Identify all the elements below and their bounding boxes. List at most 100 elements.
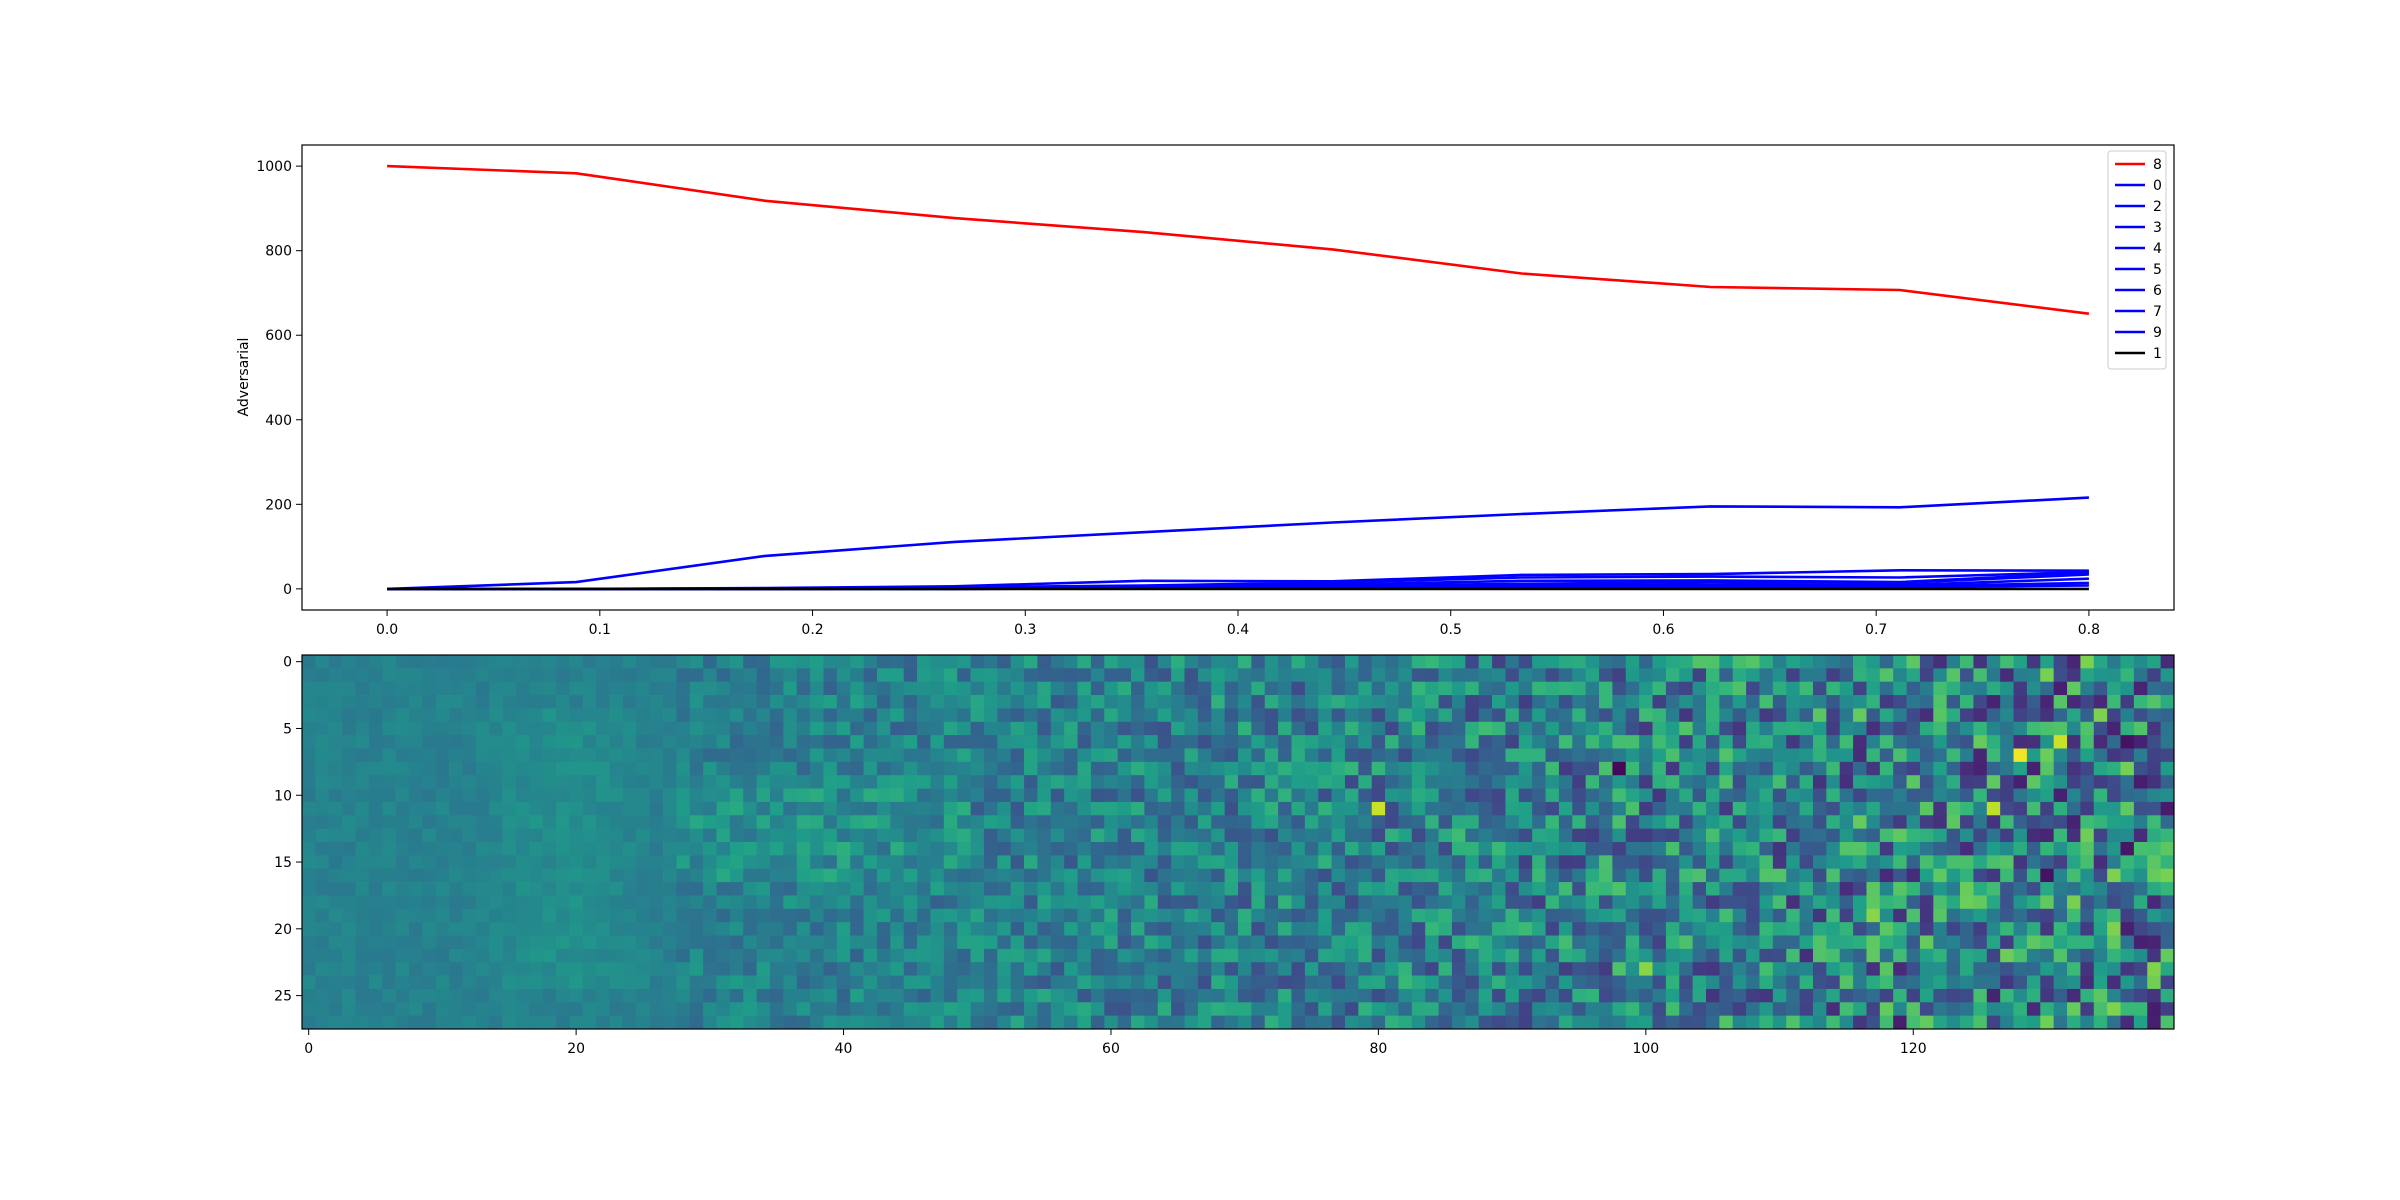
heatmap-cell <box>529 842 543 856</box>
heatmap-cell <box>1452 722 1466 736</box>
heatmap-cell <box>810 802 824 816</box>
heatmap-cell <box>1639 1016 1653 1030</box>
heatmap-cell <box>997 909 1011 923</box>
heatmap-cell <box>315 855 329 869</box>
heatmap-cell <box>329 789 343 803</box>
heatmap-cell <box>610 749 624 763</box>
heatmap-cell <box>1238 802 1252 816</box>
heatmap-cell <box>409 962 423 976</box>
heatmap-cell <box>1225 829 1239 843</box>
heatmap-cell <box>422 989 436 1003</box>
heatmap-cell <box>1719 789 1733 803</box>
heatmap-cell <box>1987 655 2001 669</box>
heatmap-cell <box>1559 815 1573 829</box>
heatmap-cell <box>1479 789 1493 803</box>
heatmap-cell <box>650 762 664 776</box>
heatmap-cell <box>1104 962 1118 976</box>
heatmap-cell <box>610 735 624 749</box>
heatmap-cell <box>1840 962 1854 976</box>
heatmap-cell <box>1519 895 1533 909</box>
heatmap-cell <box>1746 668 1760 682</box>
heatmap-cell <box>1759 829 1773 843</box>
heatmap-cell <box>1492 708 1506 722</box>
heatmap-cell <box>797 735 811 749</box>
heatmap-cell <box>1920 655 1934 669</box>
heatmap-cell <box>1091 802 1105 816</box>
heatmap-cell <box>2040 749 2054 763</box>
heatmap-cell <box>1024 936 1038 950</box>
heatmap-cell <box>1185 829 1199 843</box>
heatmap-cell <box>1920 775 1934 789</box>
heatmap-cell <box>2000 1016 2014 1030</box>
heatmap-cell <box>1639 735 1653 749</box>
heatmap-cell <box>623 936 637 950</box>
heatmap-cell <box>2094 1002 2108 1016</box>
heatmap-cell <box>1225 1016 1239 1030</box>
heatmap-cell <box>1278 1016 1292 1030</box>
heatmap-cell <box>864 655 878 669</box>
heatmap-cell <box>369 936 383 950</box>
heatmap-cell <box>1866 762 1880 776</box>
heatmap-cell <box>596 722 610 736</box>
heatmap-cell <box>1291 842 1305 856</box>
heatmap-cell <box>1104 789 1118 803</box>
heatmap-cell <box>1024 976 1038 990</box>
heatmap-cell <box>1372 655 1386 669</box>
heatmap-cell <box>650 976 664 990</box>
heatmap-cell <box>1372 802 1386 816</box>
heatmap-cell <box>904 962 918 976</box>
heatmap-cell <box>2067 829 2081 843</box>
heatmap-cell <box>1786 775 1800 789</box>
heatmap-cell <box>1679 815 1693 829</box>
heatmap-cell <box>636 708 650 722</box>
legend-label-4: 4 <box>2153 241 2162 257</box>
heatmap-cell <box>1158 989 1172 1003</box>
heatmap-cell <box>1706 682 1720 696</box>
heatmap-cell <box>1679 1016 1693 1030</box>
heatmap-cell <box>2147 682 2161 696</box>
heatmap-cell <box>1238 762 1252 776</box>
heatmap-cell <box>382 708 396 722</box>
heatmap-cell <box>2107 668 2121 682</box>
heatmap-cell <box>2014 1016 2028 1030</box>
heatmap-cell <box>810 762 824 776</box>
heatmap-cell <box>1011 842 1025 856</box>
heatmap-cell <box>2080 842 2094 856</box>
heatmap-cell <box>810 749 824 763</box>
heatmap-cell <box>1318 829 1332 843</box>
heatmap-cell <box>810 989 824 1003</box>
heatmap-cell <box>1037 722 1051 736</box>
heatmap-cell <box>1519 802 1533 816</box>
heatmap-cell <box>1278 949 1292 963</box>
heatmap-cell <box>342 936 356 950</box>
heatmap-cell <box>1238 869 1252 883</box>
heatmap-cell <box>2000 895 2014 909</box>
heatmap-cell <box>516 815 530 829</box>
legend-label-2: 2 <box>2153 199 2162 215</box>
heatmap-cell <box>2040 668 2054 682</box>
heatmap-cell <box>1599 909 1613 923</box>
heatmap-cell <box>984 815 998 829</box>
heatmap-cell <box>1786 842 1800 856</box>
heatmap-cell <box>1880 855 1894 869</box>
heatmap-cell <box>1532 829 1546 843</box>
heatmap-cell <box>1853 802 1867 816</box>
heatmap-cell <box>382 1016 396 1030</box>
heatmap-cell <box>1572 869 1586 883</box>
heatmap-cell <box>1198 695 1212 709</box>
heatmap-cell <box>1398 909 1412 923</box>
heatmap-cell <box>1251 1002 1265 1016</box>
heatmap-cell <box>1853 695 1867 709</box>
heatmap-cell <box>823 1002 837 1016</box>
heatmap-cell <box>1786 1016 1800 1030</box>
heatmap-cell <box>1559 775 1573 789</box>
heatmap-cell <box>1358 895 1372 909</box>
heatmap-cell <box>1519 949 1533 963</box>
heatmap-cell <box>1398 1002 1412 1016</box>
heatmap-cell <box>2067 1016 2081 1030</box>
heatmap-cell <box>1265 976 1279 990</box>
heatmap-cell <box>864 842 878 856</box>
heatmap-cell <box>1131 855 1145 869</box>
heatmap-cell <box>529 909 543 923</box>
heatmap-cell <box>1238 695 1252 709</box>
